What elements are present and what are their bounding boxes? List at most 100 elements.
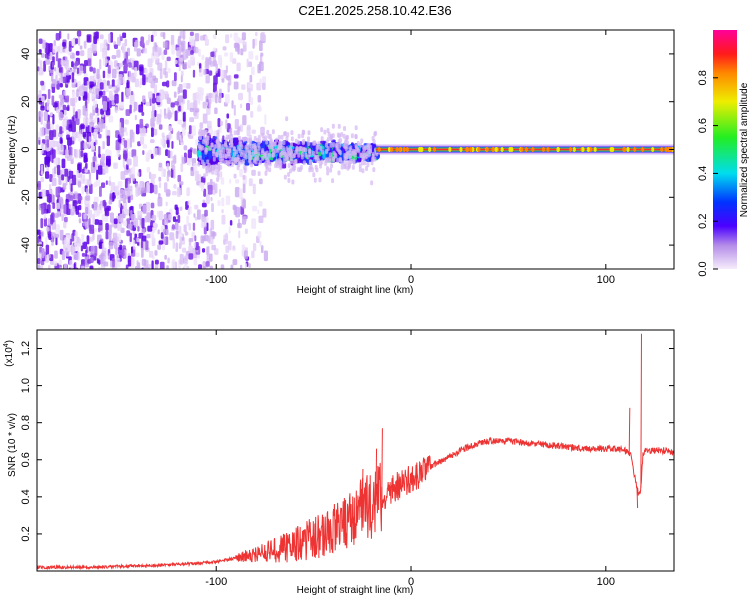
spectrogram-cell: [162, 243, 166, 251]
spectrogram-cell: [329, 167, 333, 173]
spectrogram-cell: [230, 133, 234, 139]
spectrogram-cell: [261, 82, 266, 90]
spectrogram-cell: [180, 102, 184, 114]
spectrogram-cell: [120, 213, 126, 219]
spectrogram-cell: [319, 163, 323, 169]
spectrogram-cell: [64, 168, 69, 177]
spectrogram-cell: [39, 246, 43, 255]
spectrogram-cell: [320, 127, 324, 133]
spectrogram-cell: [57, 58, 62, 69]
spectrogram-cell: [120, 35, 123, 42]
spectrogram-cell: [97, 165, 103, 175]
spectrogram-cell: [87, 58, 91, 64]
snr-y-tick-label: 0.4: [20, 489, 32, 504]
spectrogram-cell: [251, 218, 257, 229]
spectrogram-cell: [227, 82, 230, 93]
spectrogram-cell: [94, 219, 100, 225]
spectrogram-cell: [279, 164, 283, 170]
spectrogram-cell: [175, 242, 179, 252]
spectrogram-cell: [275, 158, 279, 164]
spectrogram-cell: [58, 67, 63, 73]
spectrogram-cell: [251, 169, 256, 176]
spectrogram-cell: [339, 137, 343, 143]
spectrogram-cell: [91, 43, 97, 54]
spectrogram-cell: [78, 218, 82, 224]
spectrogram-cell: [254, 31, 258, 37]
spectrogram-cell: [302, 160, 306, 166]
spectrogram-cell: [130, 210, 133, 219]
spectrogram-cell: [209, 60, 214, 67]
spectrogram-cell: [287, 171, 291, 177]
spectrogram-cell: [164, 182, 168, 193]
spectrogram-cell: [111, 217, 115, 228]
spectrogram-cell: [127, 255, 132, 267]
spectrogram-cell: [290, 142, 294, 148]
spectrogram-cell: [177, 215, 181, 223]
spectrogram-cell: [48, 196, 51, 204]
spectrogram-cell: [217, 200, 221, 207]
spectrogram-cell: [347, 163, 351, 169]
spectrogram-cell: [51, 177, 57, 187]
spectrogram-cell: [96, 68, 100, 80]
line-blob: [572, 147, 576, 152]
spectrogram-cell: [40, 176, 45, 183]
spectrogram-cell: [201, 248, 206, 253]
spectrogram-cell: [174, 110, 178, 122]
spectrogram-cell: [175, 207, 179, 215]
spectrogram-cell: [203, 173, 207, 179]
spectrogram-cell: [53, 166, 57, 174]
spectrogram-cell: [167, 67, 171, 74]
spectrogram-cell: [228, 153, 232, 159]
spectrogram-cell: [274, 148, 278, 154]
line-blob: [477, 147, 481, 152]
spectrogram-cell: [237, 145, 241, 151]
spectrogram-cell: [55, 67, 60, 76]
spectrogram-cell: [119, 189, 124, 196]
spectrogram-cell: [205, 165, 209, 171]
spectrogram-cell: [63, 110, 67, 116]
line-blob: [402, 147, 406, 152]
spectrogram-cell: [214, 107, 218, 115]
spectrogram-cell: [75, 111, 78, 119]
spectrogram-x-tick-label: -100: [205, 274, 227, 286]
snr-spike: [361, 469, 364, 508]
spectrogram-cell: [211, 93, 217, 102]
spectrogram-cell: [310, 167, 314, 173]
spectrogram-cell: [271, 129, 275, 135]
spectrogram-cell: [114, 60, 118, 68]
spectrogram-cell: [361, 150, 365, 156]
spectrogram-cell: [108, 33, 111, 43]
spectrogram-cell: [86, 179, 92, 186]
spectrogram-cell: [98, 133, 102, 139]
spectrogram-cell: [162, 228, 167, 235]
spectrogram-cell: [105, 230, 109, 240]
spectrogram-cell: [90, 138, 95, 150]
spectrogram-cell: [91, 203, 94, 209]
spectrogram-cell: [77, 133, 83, 142]
spectrogram-cell: [205, 75, 210, 84]
spectrogram-cell: [283, 155, 287, 161]
spectrogram-cell: [190, 50, 194, 55]
spectrogram-cell: [198, 134, 202, 140]
spectrogram-cell: [189, 36, 195, 46]
spectrogram-cell: [192, 69, 196, 78]
spectrogram-cell: [189, 107, 194, 113]
spectrogram-cell: [207, 235, 211, 243]
spectrogram-cell: [101, 242, 105, 251]
spectrogram-cell: [221, 143, 225, 149]
spectrogram-cell: [129, 232, 132, 243]
spectrogram-cell: [89, 224, 95, 234]
spectrogram-cell: [49, 130, 54, 141]
spectrogram-cell: [110, 61, 114, 70]
spectrogram-cell: [216, 177, 220, 183]
spectrogram-cell: [246, 58, 249, 68]
spectrogram-cell: [56, 164, 61, 176]
spectrogram-cell: [40, 218, 44, 229]
spectrogram-cell: [137, 226, 140, 232]
spectrogram-cell: [137, 210, 143, 219]
spectrogram-cell: [239, 138, 243, 144]
spectrogram-cell: [62, 104, 67, 111]
snr-y-scale: (x104): [3, 340, 15, 367]
spectrogram-cell: [79, 195, 83, 201]
spectrogram-cell: [269, 139, 273, 145]
